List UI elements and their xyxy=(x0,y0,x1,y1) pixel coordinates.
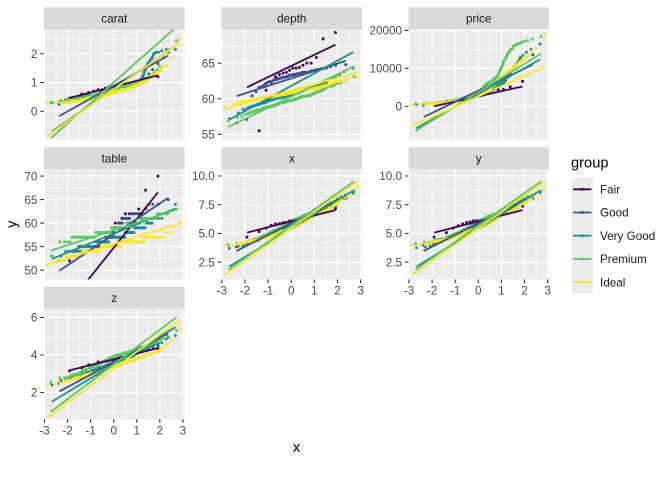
svg-text:10.0: 10.0 xyxy=(379,170,402,183)
svg-text:6: 6 xyxy=(31,312,38,325)
svg-text:z: z xyxy=(111,292,117,305)
svg-text:x: x xyxy=(293,440,301,456)
svg-text:2: 2 xyxy=(157,424,164,437)
svg-text:0: 0 xyxy=(475,285,482,298)
svg-text:10.0: 10.0 xyxy=(192,170,215,183)
svg-text:2.5: 2.5 xyxy=(199,256,216,269)
svg-text:5.0: 5.0 xyxy=(386,228,403,241)
svg-text:price: price xyxy=(466,13,491,26)
svg-text:-2: -2 xyxy=(62,424,72,437)
svg-text:1: 1 xyxy=(311,285,318,298)
svg-text:group: group xyxy=(571,155,609,171)
svg-text:-3: -3 xyxy=(217,285,227,298)
svg-text:55: 55 xyxy=(202,129,216,142)
svg-text:Premium: Premium xyxy=(600,253,647,266)
svg-text:3: 3 xyxy=(180,424,187,437)
svg-text:depth: depth xyxy=(277,13,306,26)
svg-text:55: 55 xyxy=(24,241,38,254)
svg-text:-2: -2 xyxy=(427,285,437,298)
svg-text:Good: Good xyxy=(600,207,629,220)
svg-text:50: 50 xyxy=(24,264,38,277)
svg-text:3: 3 xyxy=(357,285,364,298)
svg-text:y: y xyxy=(476,152,482,165)
svg-text:-3: -3 xyxy=(404,285,414,298)
svg-text:y: y xyxy=(5,220,21,228)
svg-text:10000: 10000 xyxy=(369,63,402,76)
svg-text:0: 0 xyxy=(395,100,402,113)
svg-text:Ideal: Ideal xyxy=(600,276,625,289)
svg-text:4: 4 xyxy=(31,349,38,362)
svg-text:60: 60 xyxy=(202,93,216,106)
svg-text:-1: -1 xyxy=(85,424,95,437)
svg-text:-1: -1 xyxy=(450,285,460,298)
svg-text:Fair: Fair xyxy=(600,184,620,197)
svg-text:2: 2 xyxy=(31,387,38,400)
svg-text:0: 0 xyxy=(288,285,295,298)
svg-text:1: 1 xyxy=(31,77,38,90)
svg-text:2: 2 xyxy=(334,285,341,298)
svg-text:7.5: 7.5 xyxy=(199,199,216,212)
svg-text:1: 1 xyxy=(498,285,505,298)
svg-text:3: 3 xyxy=(544,285,551,298)
svg-text:20000: 20000 xyxy=(369,25,402,38)
svg-text:70: 70 xyxy=(24,170,38,183)
svg-text:5.0: 5.0 xyxy=(199,228,216,241)
svg-text:65: 65 xyxy=(24,194,38,207)
svg-text:7.5: 7.5 xyxy=(386,199,403,212)
svg-text:65: 65 xyxy=(202,57,216,70)
svg-text:60: 60 xyxy=(24,217,38,230)
svg-text:2: 2 xyxy=(31,48,38,61)
svg-text:0: 0 xyxy=(110,424,117,437)
svg-text:Very Good: Very Good xyxy=(600,230,655,243)
svg-text:1: 1 xyxy=(134,424,141,437)
svg-text:x: x xyxy=(289,152,295,165)
svg-text:table: table xyxy=(102,152,127,165)
svg-text:2.5: 2.5 xyxy=(386,256,403,269)
svg-text:carat: carat xyxy=(101,13,128,26)
svg-text:-2: -2 xyxy=(240,285,250,298)
svg-text:0: 0 xyxy=(31,105,38,118)
svg-text:2: 2 xyxy=(521,285,528,298)
svg-text:-3: -3 xyxy=(39,424,49,437)
svg-text:-1: -1 xyxy=(263,285,273,298)
